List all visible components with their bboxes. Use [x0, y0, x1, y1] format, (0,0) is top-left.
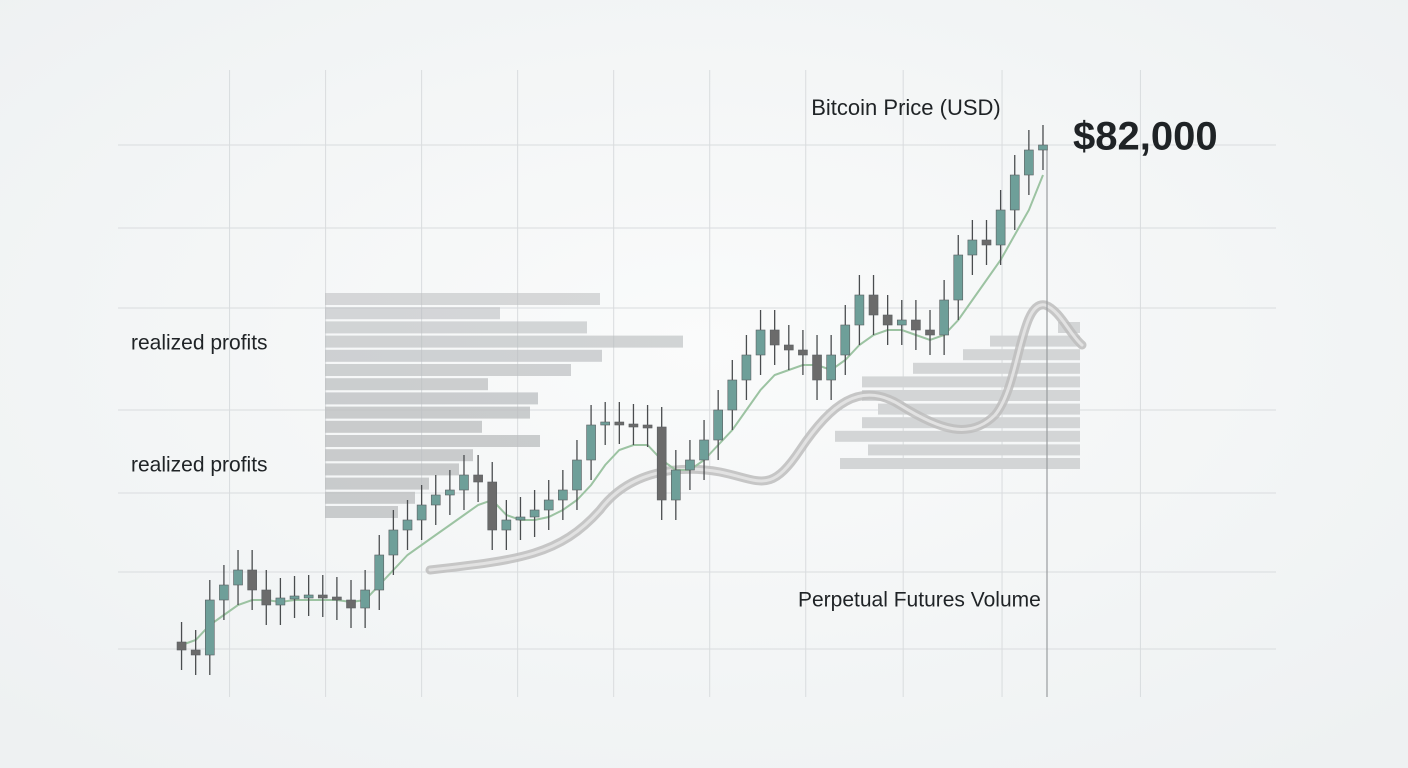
- candle-body: [317, 594, 328, 599]
- volume-profile-bar: [325, 506, 398, 518]
- volume-profile-bar: [840, 458, 1080, 469]
- candle-body: [473, 474, 483, 483]
- candle-body: [769, 329, 780, 346]
- candle-body: [233, 569, 243, 586]
- candle-body: [388, 529, 399, 556]
- candle-body: [346, 599, 356, 609]
- candle-body: [303, 594, 314, 599]
- volume-profile-bar: [325, 392, 538, 405]
- candle-body: [501, 519, 512, 531]
- price-label: $82,000: [1073, 115, 1218, 159]
- candle-body: [360, 589, 370, 609]
- volume-profile-bar: [325, 349, 602, 362]
- volume-profile-bar: [325, 335, 683, 348]
- futures-volume-ribbon-highlight: [428, 303, 1084, 572]
- candle-body: [529, 509, 540, 518]
- candle-body: [586, 424, 596, 461]
- volume-profile-bar: [862, 390, 1080, 401]
- candle-body: [868, 294, 879, 316]
- volume-profile-bar: [868, 444, 1080, 456]
- candle-body: [783, 344, 794, 351]
- volume-profile-bar: [325, 477, 429, 490]
- volume-profile-bar: [990, 335, 1080, 347]
- candle-body: [699, 439, 709, 461]
- candle-body: [515, 516, 526, 521]
- candle-body: [911, 319, 921, 331]
- candle-body: [939, 299, 949, 336]
- candle-body: [176, 641, 187, 651]
- volume-profile-bar: [835, 430, 1080, 442]
- candle-body: [840, 324, 851, 356]
- candle-body: [896, 319, 907, 326]
- candle-body: [854, 294, 865, 326]
- candles: [176, 125, 1048, 675]
- volume-profile-bar: [862, 417, 1080, 429]
- candle-body: [727, 379, 738, 411]
- annotation: realized profits: [131, 332, 268, 355]
- candle-body: [430, 494, 441, 506]
- candle-body: [275, 597, 286, 606]
- candle-body: [204, 599, 215, 656]
- candle-body: [713, 409, 723, 441]
- candle-body: [642, 424, 653, 429]
- moving-average-line: [181, 174, 1044, 646]
- candle-body: [219, 584, 229, 601]
- moving-average: [181, 174, 1044, 646]
- candle-body: [981, 239, 992, 246]
- candle-body: [543, 499, 554, 511]
- volume-profile-bar: [913, 362, 1080, 374]
- volume-profile-bar: [325, 406, 530, 419]
- chart-title: Bitcoin Price (USD): [811, 95, 1000, 120]
- candle-body: [190, 649, 201, 656]
- candle-body: [671, 469, 681, 501]
- candle-body: [374, 554, 385, 591]
- candle-body: [656, 426, 667, 501]
- volume-profile-bar: [325, 491, 415, 504]
- candle-body: [741, 354, 752, 381]
- candle-body: [614, 421, 625, 426]
- volume-profile-bar: [325, 321, 587, 334]
- candle-body: [953, 254, 964, 301]
- candle-body: [459, 474, 469, 491]
- candle-body: [826, 354, 836, 381]
- volume-profile-bar: [325, 293, 600, 305]
- candle-body: [798, 349, 808, 356]
- candle-body: [1009, 174, 1020, 211]
- candle-body: [1038, 144, 1048, 151]
- volume-profile-bar: [325, 463, 459, 476]
- candle-body: [755, 329, 766, 356]
- volume-profile-bar: [878, 403, 1080, 415]
- volume-profile-bar: [325, 364, 571, 376]
- candle-body: [289, 595, 300, 600]
- candle-body: [967, 239, 978, 256]
- candle-body: [572, 459, 582, 491]
- candle-body: [628, 423, 639, 428]
- candle-body: [247, 569, 257, 591]
- candle-body: [600, 421, 611, 426]
- candle-body: [487, 481, 498, 531]
- volume-profile-bar: [325, 420, 482, 433]
- candle-body: [882, 314, 893, 326]
- candle-body: [1024, 149, 1034, 176]
- candle-body: [685, 459, 695, 471]
- candle-body: [445, 489, 455, 496]
- candle-body: [925, 329, 935, 336]
- volume-profile-bar: [325, 435, 540, 447]
- candle-body: [402, 519, 413, 531]
- candle-body: [332, 596, 342, 601]
- volume-profile-bar: [862, 376, 1080, 388]
- candle-body: [416, 504, 427, 521]
- candle-body: [812, 354, 822, 381]
- candle-body: [995, 209, 1006, 246]
- volume-profile-bar: [325, 307, 500, 320]
- volume-profile-bar: [325, 449, 473, 462]
- annotation: realized profits: [131, 454, 268, 477]
- candle-body: [261, 589, 272, 606]
- candle-body: [558, 489, 568, 501]
- annotation: Perpetual Futures Volume: [798, 589, 1041, 612]
- volume-profile-bar: [325, 378, 488, 391]
